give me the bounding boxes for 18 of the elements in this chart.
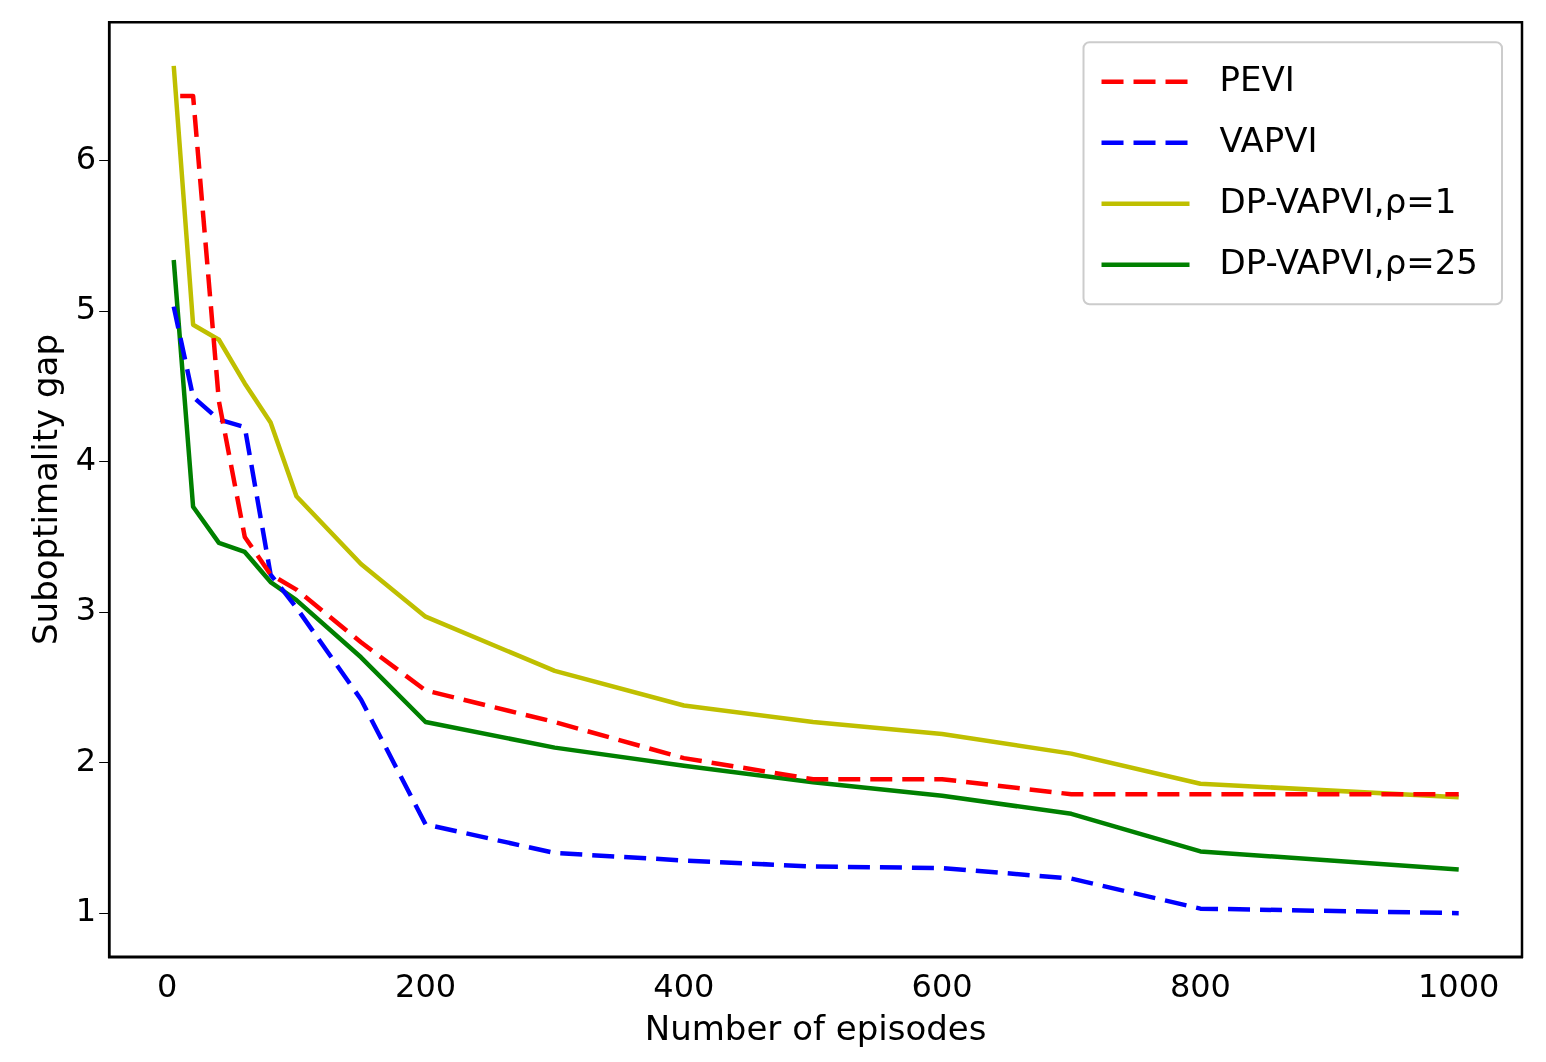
x-tick-label: 400 — [653, 967, 715, 1006]
x-tick-label: 1000 — [1418, 967, 1500, 1006]
x-tick-label: 0 — [157, 967, 178, 1006]
x-axis-title: Number of episodes — [644, 1008, 987, 1049]
y-tick-label: 5 — [75, 289, 97, 328]
legend-label: VAPVI — [1219, 119, 1318, 160]
x-tick-label: 800 — [1169, 967, 1231, 1006]
legend-label: DP-VAPVI,ρ=25 — [1219, 241, 1479, 282]
y-axis-title: Suboptimality gap — [25, 334, 66, 645]
legend-label: DP-VAPVI,ρ=1 — [1219, 180, 1457, 221]
x-tick-label: 600 — [911, 967, 973, 1006]
y-tick-label: 1 — [75, 891, 97, 930]
x-tick-label: 200 — [395, 967, 457, 1006]
y-tick-label: 6 — [75, 138, 97, 177]
legend-label: PEVI — [1219, 58, 1295, 99]
y-tick-label: 4 — [75, 439, 97, 478]
y-tick-label: 3 — [75, 590, 97, 629]
y-tick-label: 2 — [75, 740, 97, 779]
